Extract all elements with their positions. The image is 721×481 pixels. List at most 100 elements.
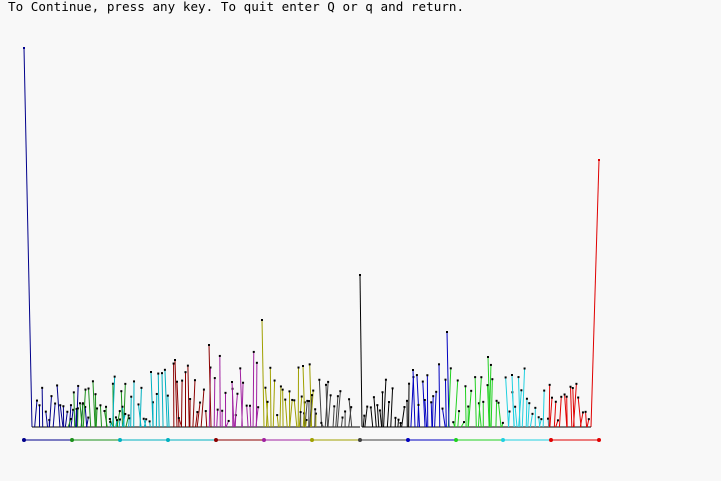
- axis-marker: [262, 438, 266, 442]
- tall-spike-tip: [231, 381, 233, 383]
- cluster-spike: [434, 391, 437, 428]
- cluster-tip: [273, 379, 276, 382]
- cluster-tip: [327, 380, 330, 383]
- cluster-tip: [48, 418, 51, 421]
- cluster-tip: [75, 407, 78, 410]
- cluster-spike: [373, 397, 377, 428]
- cluster-spike: [59, 405, 64, 428]
- cluster-tip: [124, 382, 127, 385]
- cluster-tip: [415, 374, 418, 377]
- cluster-spike: [457, 411, 460, 428]
- cluster-spike: [348, 407, 352, 428]
- axis-marker: [358, 438, 362, 442]
- cluster-tip: [77, 384, 80, 387]
- cluster-tip: [236, 392, 239, 395]
- cluster-tip: [189, 398, 192, 401]
- cluster-tip: [421, 380, 424, 383]
- cluster-tip: [142, 417, 145, 420]
- cluster-tip: [426, 374, 429, 377]
- cluster-spike: [579, 412, 584, 428]
- cluster-tip: [305, 418, 308, 421]
- cluster-tip: [584, 410, 587, 413]
- cluster-tip: [196, 411, 199, 414]
- cluster-tip: [438, 363, 441, 366]
- cluster-spike: [164, 369, 168, 428]
- cluster-spike: [276, 415, 279, 428]
- cluster-tip: [69, 404, 72, 407]
- cluster-tip: [394, 416, 397, 419]
- cluster-tip: [242, 381, 245, 384]
- cluster-spike: [332, 406, 335, 428]
- tall-spike-tip: [261, 319, 263, 321]
- cluster-tip: [284, 398, 287, 401]
- cluster-tip: [523, 367, 526, 370]
- cluster-spike: [340, 417, 343, 428]
- cluster-tip: [339, 390, 342, 393]
- cluster-spike: [548, 384, 551, 428]
- cluster-spike: [75, 408, 78, 428]
- cluster-spike: [467, 390, 472, 428]
- cluster-spike: [80, 403, 84, 428]
- tall-spike: [150, 371, 154, 428]
- cluster-tip: [341, 416, 344, 419]
- cluster-tip: [525, 397, 528, 400]
- cluster-tip: [489, 363, 492, 366]
- cluster-tip: [111, 382, 114, 385]
- tall-spike: [511, 374, 515, 428]
- cluster-spike: [362, 415, 365, 428]
- cluster-spike: [547, 418, 550, 428]
- cluster-tip: [227, 419, 230, 422]
- cluster-spike: [192, 380, 196, 428]
- cluster-tip: [279, 385, 282, 388]
- cluster-tip: [69, 417, 72, 420]
- cluster-tip: [204, 410, 207, 413]
- cluster-spike: [234, 393, 238, 428]
- cluster-tip: [547, 417, 550, 420]
- cluster-spike: [84, 406, 88, 428]
- cluster-tip: [216, 408, 219, 411]
- cluster-spike: [255, 407, 259, 428]
- cluster-tip: [531, 412, 534, 415]
- cluster-tip: [405, 399, 408, 402]
- cluster-spike: [265, 401, 269, 428]
- cluster-spike: [442, 408, 446, 428]
- cluster-tip: [336, 395, 339, 398]
- cluster-tip: [408, 382, 411, 385]
- cluster-tip: [308, 400, 311, 403]
- cluster-spike: [309, 395, 313, 428]
- cluster-tip: [369, 406, 372, 409]
- cluster-spike: [41, 387, 44, 428]
- cluster-spike: [310, 390, 314, 428]
- cluster-tip: [452, 421, 455, 424]
- cluster-tip: [423, 398, 426, 401]
- cluster-spike: [167, 395, 170, 428]
- axis-marker: [310, 438, 314, 442]
- cluster-tip: [297, 366, 300, 369]
- cluster-spike: [279, 386, 282, 428]
- cluster-tip: [99, 404, 102, 407]
- axis-marker: [501, 438, 505, 442]
- cluster-tip: [482, 400, 485, 403]
- cluster-tip: [291, 398, 294, 401]
- cluster-tip: [38, 404, 41, 407]
- cluster-tip: [312, 389, 315, 392]
- tall-spike: [261, 319, 265, 428]
- cluster-spike: [518, 390, 522, 428]
- cluster-tip: [399, 421, 402, 424]
- right-tall-spike: [590, 159, 600, 428]
- cluster-tip: [163, 368, 166, 371]
- tall-spike-tip: [412, 369, 414, 371]
- tall-spike-tip: [359, 274, 361, 276]
- cluster-tip: [575, 382, 578, 385]
- cluster-tip: [108, 417, 111, 420]
- tall-spike-tip: [511, 374, 513, 376]
- cluster-tip: [130, 395, 133, 398]
- cluster-tip: [376, 404, 379, 407]
- cluster-tip: [199, 401, 202, 404]
- cluster-spike: [88, 388, 92, 428]
- cluster-tip: [350, 406, 353, 409]
- cluster-tip: [133, 380, 136, 383]
- cluster-tip: [384, 378, 387, 381]
- cluster-tip: [255, 361, 258, 364]
- cluster-spike: [498, 402, 502, 428]
